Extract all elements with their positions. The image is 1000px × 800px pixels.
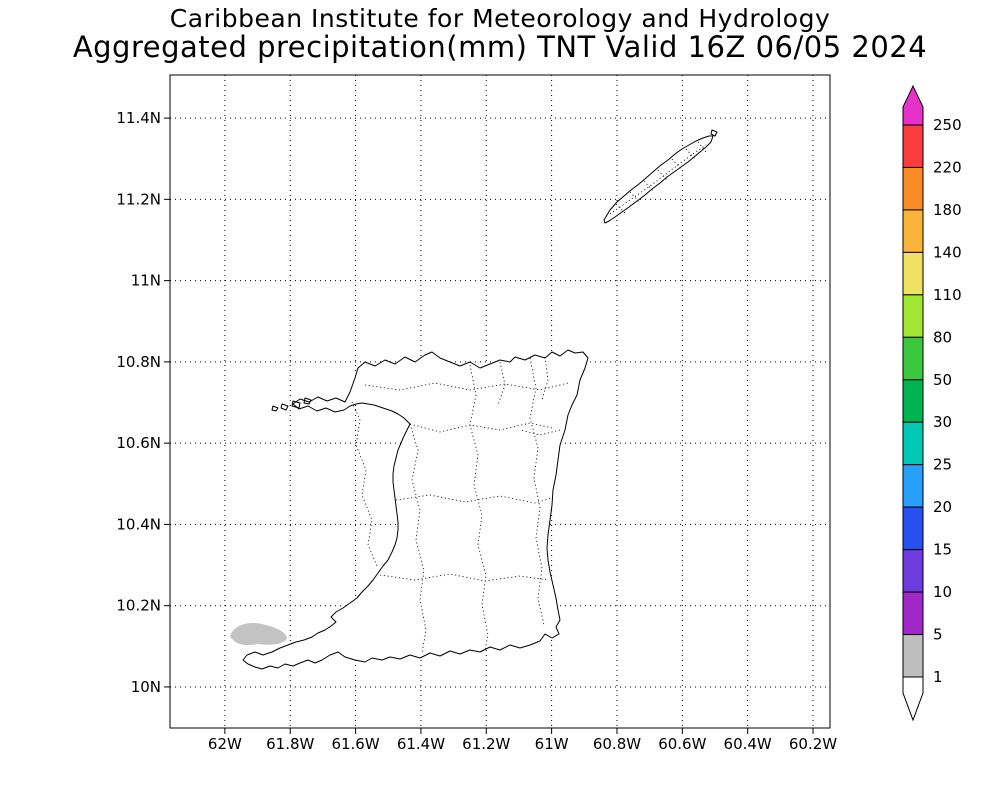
colorbar-label-220: 220	[933, 158, 962, 176]
colorbar-label-80: 80	[933, 328, 952, 346]
colorbar-segment-1	[902, 166, 924, 211]
colorbar-label-5: 5	[933, 626, 943, 644]
precip-area-1to5mm	[230, 623, 287, 646]
y-tick-label-10.2N: 10.2N	[116, 597, 161, 615]
colorbar-segment-6	[902, 379, 924, 423]
x-tick-label-60.2W: 60.2W	[789, 735, 837, 753]
colorbar: 250 220 180 140 110 80 50 30 25 20 15 10 5 1	[902, 84, 962, 722]
colorbar-label-20: 20	[933, 498, 952, 516]
colorbar-segment-3	[902, 251, 924, 296]
colorbar-label-15: 15	[933, 541, 952, 559]
colorbar-label-1: 1	[933, 668, 943, 686]
y-tick-label-11.2N: 11.2N	[116, 190, 161, 208]
colorbar-segment-12	[902, 634, 924, 678]
colorbar-label-180: 180	[933, 201, 962, 219]
colorbar-label-110: 110	[933, 286, 962, 304]
colorbar-segment-7	[902, 421, 924, 466]
colorbar-label-10: 10	[933, 583, 952, 601]
plot-frame	[169, 74, 831, 729]
y-tick-label-11N: 11N	[131, 272, 161, 290]
y-tick-label-11.4N: 11.4N	[116, 109, 161, 127]
y-tick-label-10.4N: 10.4N	[116, 515, 161, 533]
colorbar-arrow-bottom	[902, 676, 924, 722]
admin-boundaries	[351, 141, 707, 654]
title-line1: Caribbean Institute for Meteorology and …	[169, 4, 831, 33]
colorbar-label-30: 30	[933, 413, 952, 431]
colorbar-label-250: 250	[933, 116, 962, 134]
title-line2: Aggregated precipitation(mm) TNT Valid 1…	[72, 30, 928, 64]
x-tick-label-61.4W: 61.4W	[397, 735, 445, 753]
colorbar-segment-8	[902, 464, 924, 508]
colorbar-arrow-top	[902, 84, 924, 126]
x-tick-label-61.8W: 61.8W	[266, 735, 314, 753]
axis-layer: 62W 61.8W 61.6W 61.4W 61.2W 61W 60.8W 60.6W 60.4…	[116, 109, 837, 753]
colorbar-segment-0	[902, 124, 924, 168]
colorbar-segment-11	[902, 591, 924, 636]
colorbar-label-25: 25	[933, 456, 952, 474]
x-tick-label-61.6W: 61.6W	[331, 735, 379, 753]
colorbar-label-50: 50	[933, 371, 952, 389]
y-tick-label-10.6N: 10.6N	[116, 434, 161, 452]
x-tick-label-60.8W: 60.8W	[593, 735, 641, 753]
colorbar-label-140: 140	[933, 243, 962, 261]
colorbar-segment-5	[902, 336, 924, 381]
x-tick-label-60.6W: 60.6W	[658, 735, 706, 753]
colorbar-segment-4	[902, 294, 924, 338]
y-tick-label-10.8N: 10.8N	[116, 353, 161, 371]
colorbar-segment-2	[902, 209, 924, 253]
x-tick-label-62W: 62W	[208, 735, 242, 753]
x-tick-label-61.2W: 61.2W	[462, 735, 510, 753]
colorbar-segment-10	[902, 549, 924, 593]
colorbar-segment-9	[902, 506, 924, 551]
x-tick-label-61W: 61W	[535, 735, 569, 753]
y-tick-label-10N: 10N	[131, 678, 161, 696]
x-tick-label-60.4W: 60.4W	[724, 735, 772, 753]
